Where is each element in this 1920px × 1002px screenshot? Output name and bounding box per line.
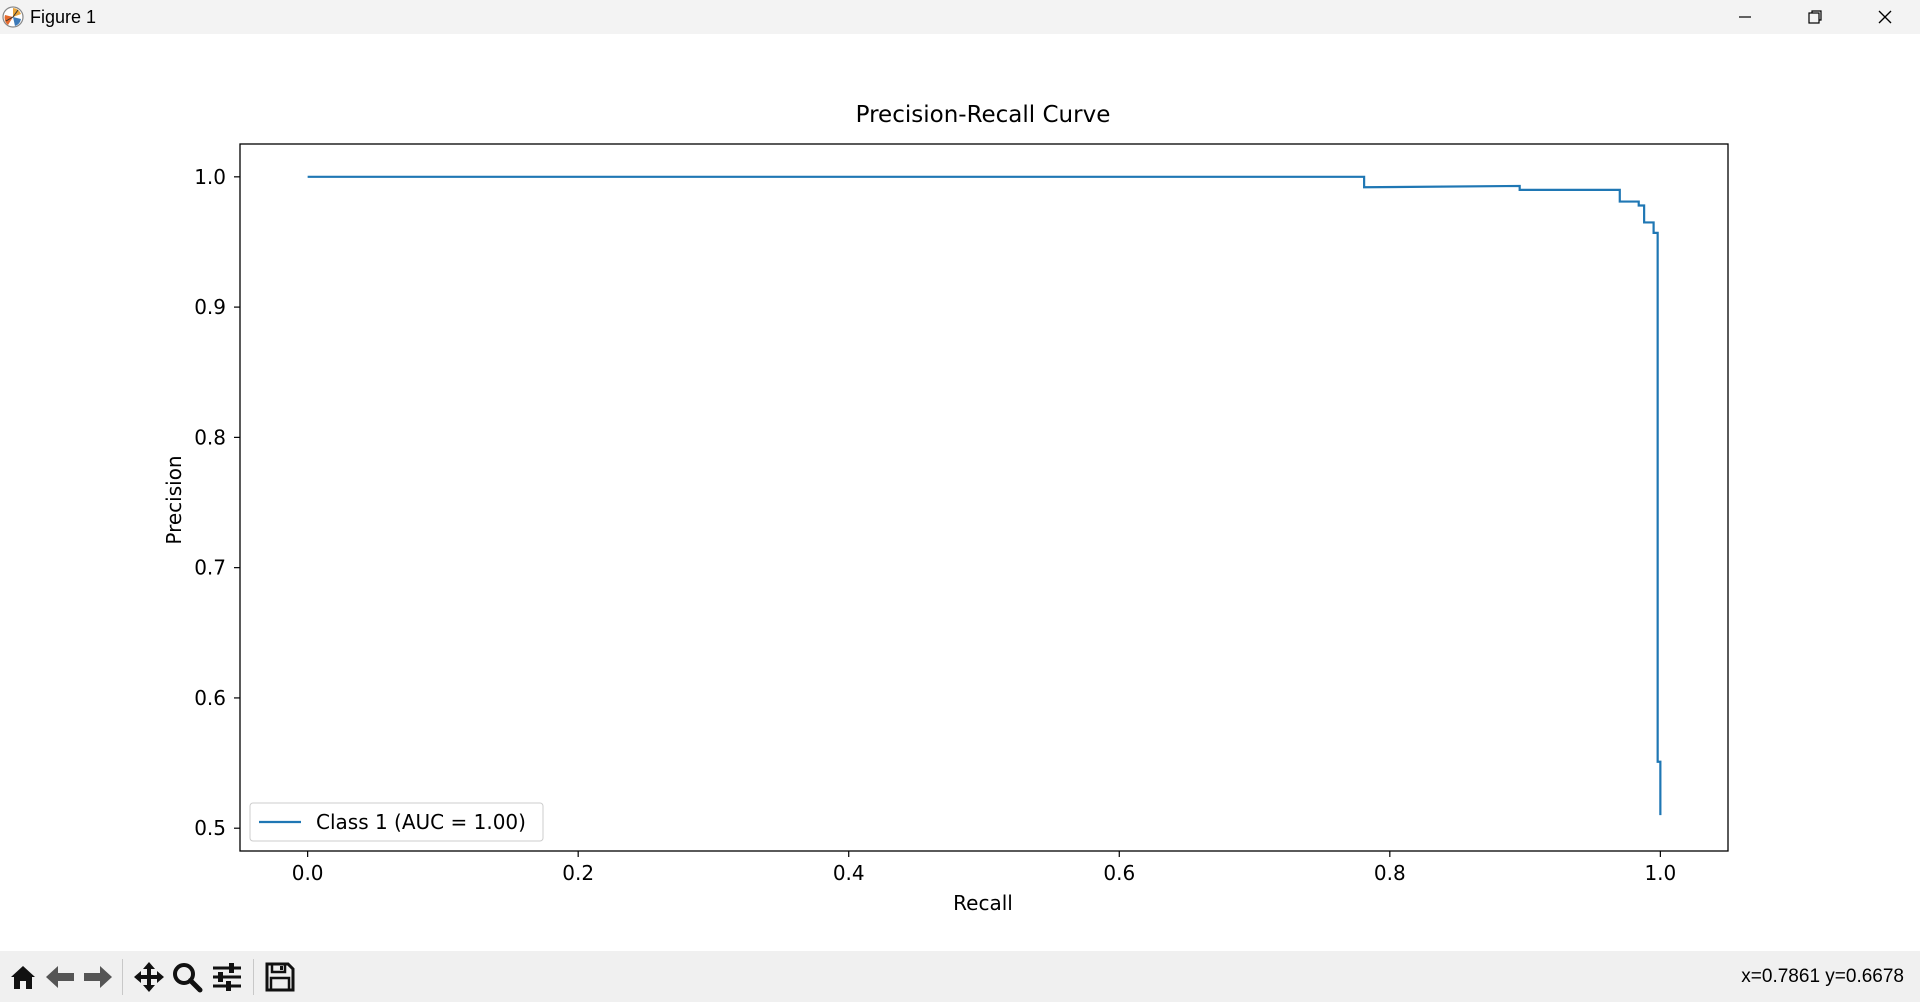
window-title: Figure 1 [30, 6, 97, 27]
arrow-right-icon [84, 965, 112, 988]
configure-subplots-button[interactable] [207, 957, 247, 997]
x-tick-label: 0.4 [833, 861, 865, 885]
home-icon [11, 965, 35, 989]
y-tick-label: 0.9 [194, 295, 226, 319]
y-tick-label: 0.8 [194, 425, 226, 449]
sliders-icon [213, 962, 241, 991]
precision-recall-chart: Precision-Recall Curve 0.0 0.2 0.4 0.6 0.8 1.… [162, 102, 1729, 915]
y-axis-ticks: 0.5 0.6 0.7 0.8 0.9 1.0 [194, 165, 240, 840]
close-icon [1878, 10, 1892, 24]
back-button[interactable] [42, 957, 78, 997]
y-tick-label: 0.5 [194, 816, 226, 840]
cursor-coordinates: x=0.7861 y=0.6678 [1741, 966, 1904, 987]
toolbar-separator [253, 958, 254, 995]
y-tick-label: 0.6 [194, 686, 226, 710]
chart-title: Precision-Recall Curve [856, 102, 1111, 128]
window-controls [1710, 0, 1920, 34]
x-tick-label: 0.8 [1374, 861, 1406, 885]
x-axis-label: Recall [953, 891, 1013, 915]
restore-button[interactable] [1780, 0, 1850, 34]
figure-canvas[interactable]: Precision-Recall Curve 0.0 0.2 0.4 0.6 0.8 1.… [0, 34, 1920, 951]
restore-icon [1808, 10, 1822, 24]
minimize-button[interactable] [1710, 0, 1780, 34]
x-tick-label: 0.0 [292, 861, 324, 885]
navigation-toolbar: x=0.7861 y=0.6678 [0, 951, 1920, 1002]
forward-button[interactable] [80, 957, 116, 997]
arrow-left-icon [46, 965, 74, 988]
magnifier-icon [173, 962, 203, 992]
matplotlib-logo-icon [2, 6, 24, 28]
series-group [307, 175, 1662, 816]
close-button[interactable] [1850, 0, 1920, 34]
pan-button[interactable] [131, 957, 167, 997]
save-button[interactable] [262, 957, 298, 997]
window-titlebar: Figure 1 [0, 0, 1920, 34]
toolbar-separator [122, 958, 123, 995]
x-axis-ticks: 0.0 0.2 0.4 0.6 0.8 1.0 [292, 851, 1676, 885]
floppy-disk-icon [265, 962, 295, 991]
series-line-class-1 [307, 175, 1662, 816]
zoom-button[interactable] [169, 957, 205, 997]
home-button[interactable] [6, 957, 40, 997]
x-tick-label: 1.0 [1644, 861, 1676, 885]
move-icon [134, 961, 164, 992]
legend: Class 1 (AUC = 1.00) [249, 802, 544, 842]
legend-frame [249, 802, 544, 842]
y-tick-label: 1.0 [194, 165, 226, 189]
x-tick-label: 0.2 [562, 861, 594, 885]
x-tick-label: 0.6 [1103, 861, 1135, 885]
axes-frame [239, 143, 1729, 852]
minimize-icon [1739, 16, 1751, 18]
y-tick-label: 0.7 [194, 556, 226, 580]
y-axis-label: Precision [162, 455, 186, 544]
legend-label: Class 1 (AUC = 1.00) [316, 810, 526, 834]
